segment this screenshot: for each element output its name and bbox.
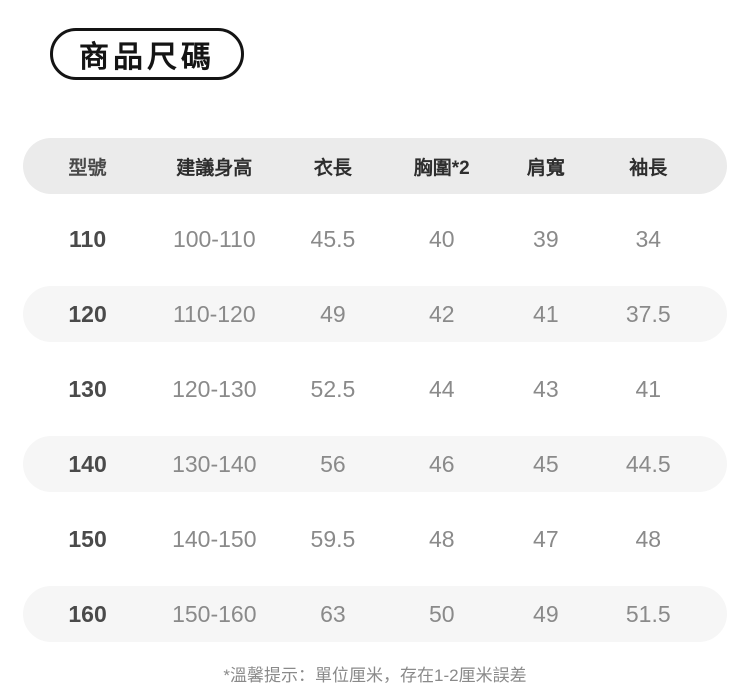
header-chest: 胸圍*2 [413,157,470,179]
cell-chest: 50 [428,601,455,627]
cell-shoulder: 41 [533,301,559,327]
cell-model: 120 [68,301,107,327]
table-row: 140 130-140 56 46 45 44.5 [23,427,727,502]
cell-sleeve: 34 [635,226,662,252]
header-height: 建議身高 [176,157,253,179]
cell-sleeve: 37.5 [625,301,671,327]
header-model: 型號 [68,157,107,179]
cell-length: 45.5 [310,226,356,252]
cell-sleeve: 48 [635,526,662,552]
cell-length: 59.5 [310,526,356,552]
header-sleeve: 袖長 [629,157,668,179]
cell-shoulder: 39 [533,226,559,252]
cell-length: 49 [320,301,346,327]
cell-length: 56 [320,451,346,477]
size-table: 型號 建議身高 衣長 胸圍*2 肩寬 袖長 110 100-110 45.5 4… [23,138,727,652]
cell-chest: 42 [428,301,455,327]
header-shoulder: 肩寬 [526,157,565,179]
cell-shoulder: 45 [533,451,559,477]
header-length: 衣長 [313,157,352,179]
table-row: 160 150-160 63 50 49 51.5 [23,577,727,652]
cell-shoulder: 47 [533,526,559,552]
table-row: 150 140-150 59.5 48 47 48 [23,502,727,577]
table-row: 130 120-130 52.5 44 43 41 [23,352,727,427]
cell-model: 110 [69,226,107,252]
cell-height: 140-150 [172,526,257,552]
cell-model: 150 [68,526,107,552]
cell-shoulder: 49 [533,601,559,627]
table-row: 110 100-110 45.5 40 39 34 [23,202,727,277]
cell-shoulder: 43 [533,376,559,402]
table-row: 120 110-120 49 42 41 37.5 [23,277,727,352]
cell-height: 100-110 [172,226,256,252]
cell-chest: 40 [428,226,455,252]
cell-chest: 48 [428,526,455,552]
cell-length: 52.5 [310,376,356,402]
cell-model: 140 [68,451,107,477]
cell-sleeve: 44.5 [625,451,671,477]
cell-length: 63 [320,601,346,627]
cell-sleeve: 41 [635,376,662,402]
cell-model: 160 [68,601,107,627]
cell-model: 130 [68,376,107,402]
size-chart-title-badge: 商品尺碼 [50,28,244,80]
cell-height: 150-160 [172,601,257,627]
footnote-text: *溫馨提示：單位厘米，存在1-2厘米誤差 [223,666,527,685]
cell-chest: 44 [428,376,455,402]
cell-chest: 46 [428,451,455,477]
cell-height: 120-130 [172,376,257,402]
cell-height: 130-140 [172,451,257,477]
cell-height: 110-120 [172,301,256,327]
table-header-row: 型號 建議身高 衣長 胸圍*2 肩寬 袖長 [23,138,727,194]
size-chart-title: 商品尺碼 [79,41,215,74]
cell-sleeve: 51.5 [625,601,671,627]
